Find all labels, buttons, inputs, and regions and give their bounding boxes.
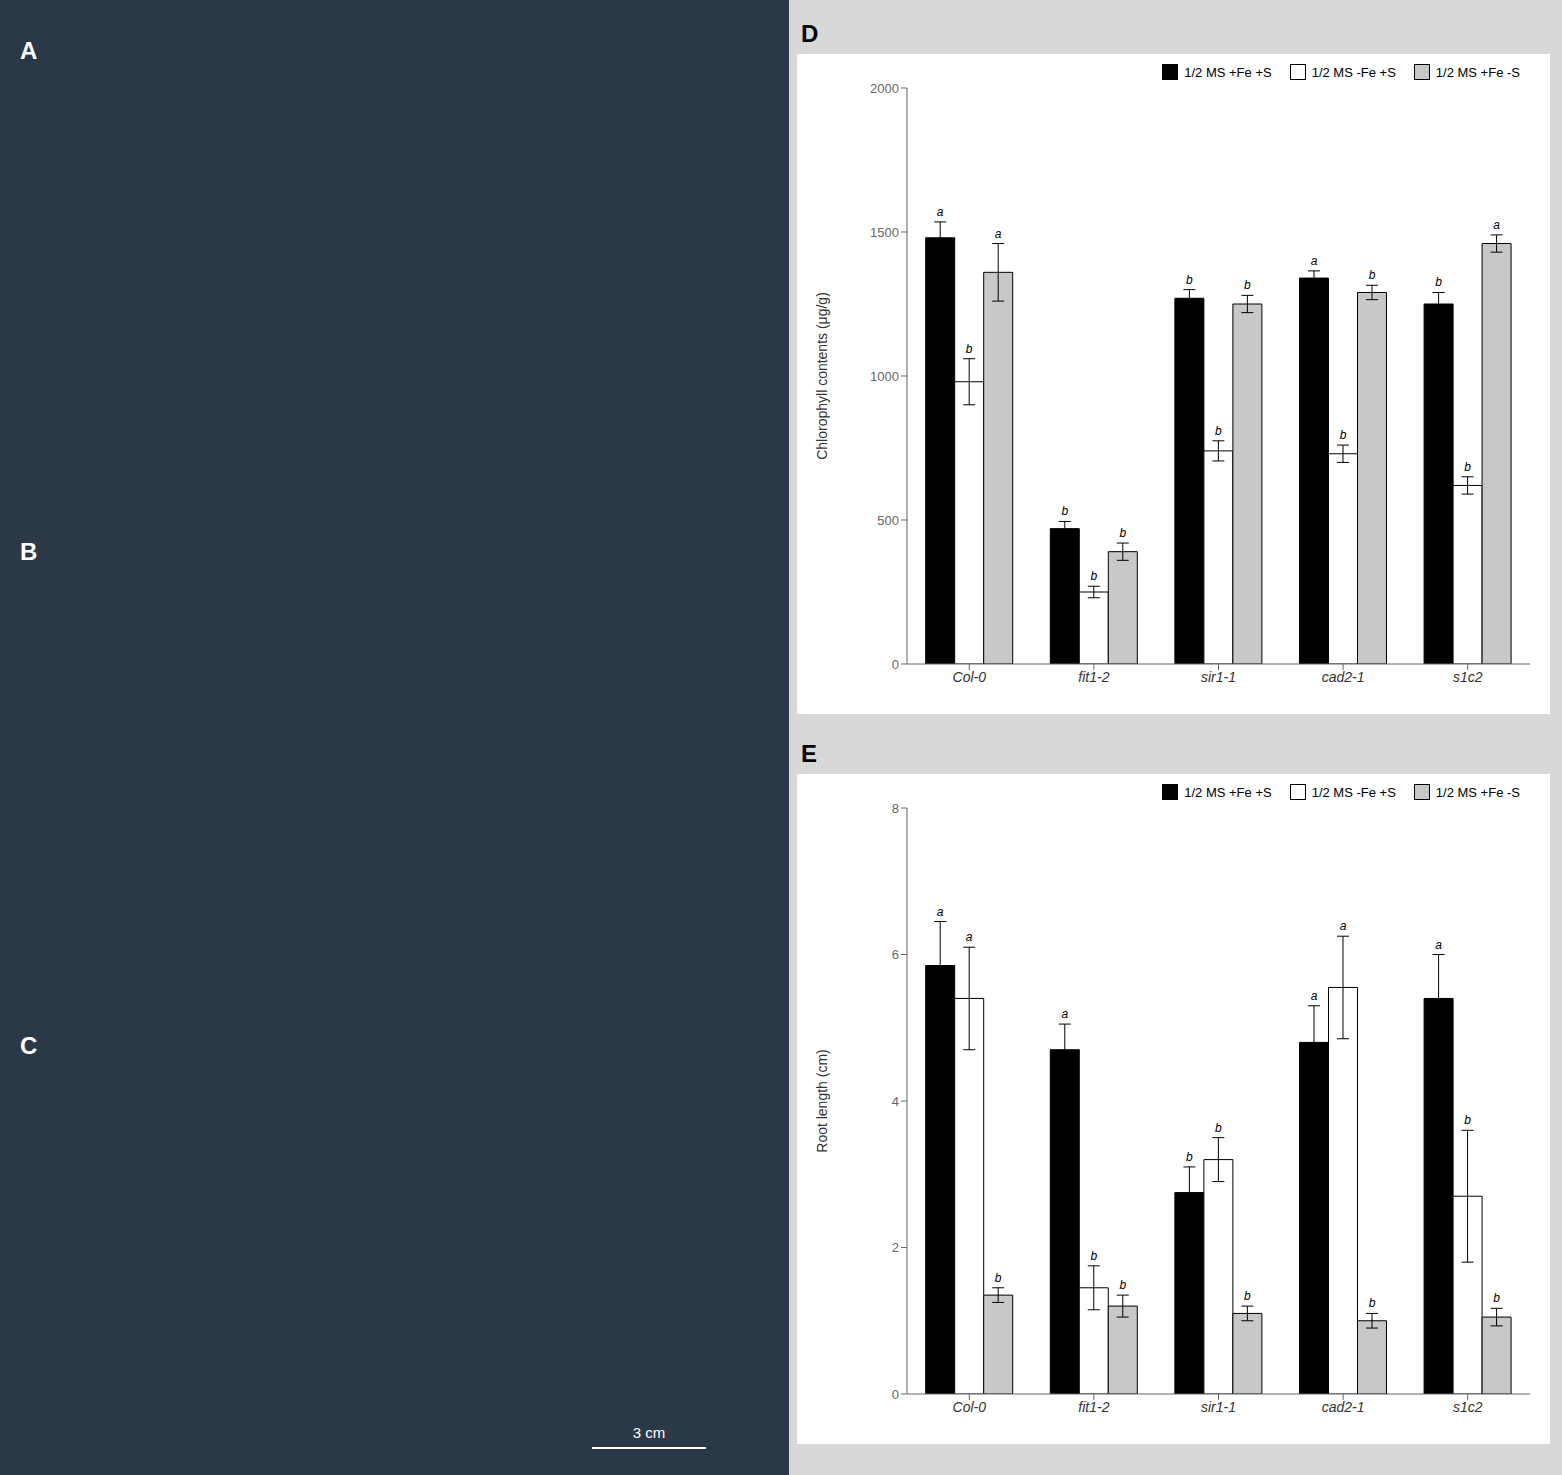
svg-text:b: b (1215, 424, 1222, 438)
svg-text:b: b (1464, 460, 1471, 474)
svg-text:b: b (1061, 504, 1068, 518)
svg-text:1500: 1500 (870, 225, 899, 240)
svg-text:b: b (1244, 1289, 1251, 1303)
html-text:1/2 MS +Fe -S: 1/2 MS +Fe -S (1435, 784, 1520, 800)
html-text:1/2 MS -Fe +S: 1/2 MS -Fe +S (1311, 64, 1396, 80)
html-text:1/2 MS +Fe -S: 1/2 MS +Fe -S (1435, 64, 1520, 80)
svg-text:b: b (966, 342, 973, 356)
svg-text:4: 4 (892, 1094, 899, 1109)
svg-text:8: 8 (892, 801, 899, 816)
html-text:1/2 MS +Fe +S: 1/2 MS +Fe +S (1184, 64, 1272, 80)
svg-text:0: 0 (892, 657, 899, 672)
svg-text:a: a (1311, 254, 1318, 268)
svg-text:sir1-1: sir1-1 (1201, 1399, 1236, 1415)
svg-text:a: a (966, 930, 973, 944)
svg-text:a: a (1061, 1007, 1068, 1021)
svg-text:a: a (995, 227, 1002, 241)
svg-text:b: b (1340, 428, 1347, 442)
svg-text:b: b (1186, 1150, 1193, 1164)
svg-text:Chlorophyll contents (μg/g): Chlorophyll contents (μg/g) (814, 292, 830, 460)
svg-text:b: b (1464, 1113, 1471, 1127)
svg-text:b: b (1186, 273, 1193, 287)
svg-text:b: b (1493, 1291, 1500, 1305)
svg-text:cad2-1: cad2-1 (1322, 1399, 1365, 1415)
svg-text:b: b (1119, 1278, 1126, 1292)
svg-text:500: 500 (877, 513, 899, 528)
svg-text:cad2-1: cad2-1 (1322, 669, 1365, 685)
svg-text:a: a (1435, 938, 1442, 952)
html-text:1/2 MS -Fe +S: 1/2 MS -Fe +S (1311, 784, 1396, 800)
html-text:E: E (801, 740, 817, 767)
svg-text:b: b (1215, 1121, 1222, 1135)
svg-text:a: a (1311, 989, 1318, 1003)
svg-text:a: a (1340, 919, 1347, 933)
svg-text:b: b (1244, 278, 1251, 292)
svg-text:b: b (1369, 268, 1376, 282)
svg-text:Root length (cm): Root length (cm) (814, 1049, 830, 1152)
svg-text:0: 0 (892, 1387, 899, 1402)
svg-text:Col-0: Col-0 (953, 669, 987, 685)
svg-text:fit1-2: fit1-2 (1078, 669, 1109, 685)
svg-text:a: a (1493, 218, 1500, 232)
html-text:C: C (20, 1032, 38, 1059)
html-text:B: B (20, 538, 38, 565)
svg-text:a: a (937, 205, 944, 219)
svg-text:2000: 2000 (870, 81, 899, 96)
html-text:3 cm: 3 cm (632, 1424, 666, 1441)
svg-text:b: b (995, 1271, 1002, 1285)
svg-text:2: 2 (892, 1240, 899, 1255)
svg-text:b: b (1435, 275, 1442, 289)
svg-text:sir1-1: sir1-1 (1201, 669, 1236, 685)
html-text:1/2 MS +Fe +S: 1/2 MS +Fe +S (1184, 784, 1272, 800)
svg-text:fit1-2: fit1-2 (1078, 1399, 1109, 1415)
svg-text:b: b (1369, 1296, 1376, 1310)
svg-text:Col-0: Col-0 (953, 1399, 987, 1415)
svg-text:a: a (937, 905, 944, 919)
svg-text:b: b (1119, 526, 1126, 540)
svg-text:1000: 1000 (870, 369, 899, 384)
svg-text:b: b (1090, 1249, 1097, 1263)
svg-text:s1c2: s1c2 (1453, 669, 1483, 685)
html-text:A: A (20, 37, 38, 64)
svg-text:b: b (1090, 569, 1097, 583)
svg-text:s1c2: s1c2 (1453, 1399, 1483, 1415)
html-text:D: D (801, 20, 819, 47)
svg-text:6: 6 (892, 947, 899, 962)
